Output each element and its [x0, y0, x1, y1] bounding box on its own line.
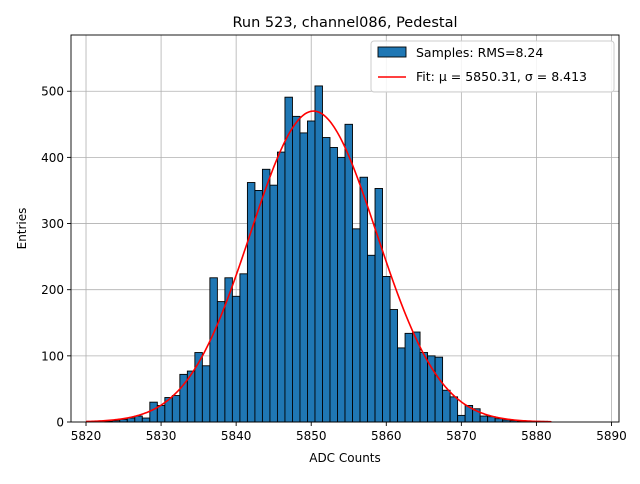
x-tick-label: 5830 [146, 429, 177, 443]
histogram-bar [134, 415, 143, 423]
legend-swatch-samples [377, 46, 407, 58]
histogram-bar [156, 405, 166, 423]
histogram-bar [322, 137, 331, 423]
histogram-bar [449, 396, 459, 423]
y-tick-label: 500 [41, 85, 64, 99]
histogram-bar [284, 96, 293, 423]
y-axis-ticks: 0 100 200 300 400 500 [41, 85, 71, 430]
histogram-bar [276, 151, 286, 423]
histogram-bar [261, 168, 271, 423]
histogram-bar [269, 184, 278, 423]
histogram-bar [389, 309, 398, 423]
histogram-bar [141, 417, 151, 423]
histogram-bar [254, 190, 263, 423]
y-tick-label: 400 [41, 151, 64, 165]
fit-curve-layer [85, 110, 552, 423]
y-tick-label: 200 [41, 283, 64, 297]
histogram-bar [171, 395, 181, 423]
histogram-bar [367, 254, 376, 423]
histogram-bar [239, 273, 248, 423]
histogram-bar [216, 301, 226, 423]
histogram-bar [201, 365, 211, 423]
histogram-bar [397, 347, 406, 423]
histogram-bar [359, 176, 368, 423]
histogram-bar [149, 401, 158, 423]
x-tick-label: 5880 [521, 429, 552, 443]
x-tick-label: 5890 [596, 429, 627, 443]
y-tick-label: 0 [56, 416, 64, 430]
histogram-bar [344, 123, 353, 423]
histogram-bar [126, 417, 136, 423]
histogram-bar [314, 85, 323, 423]
histogram-bar [231, 295, 241, 423]
legend-label-fit: Fit: μ = 5850.31, σ = 8.413 [416, 69, 587, 84]
histogram-bar [337, 156, 346, 423]
histogram-bar [419, 352, 429, 423]
histogram-bar [427, 355, 436, 423]
legend-box [370, 40, 615, 93]
histogram-bar [292, 115, 301, 423]
x-axis-ticks: 5820 5830 5840 5850 5860 5870 5880 5890 [71, 422, 627, 443]
histogram-bar [442, 389, 451, 423]
histogram-bar [246, 182, 256, 423]
y-tick-label: 100 [41, 349, 64, 363]
chart-title: Run 523, channel086, Pedestal [232, 15, 457, 31]
histogram-bar [479, 415, 489, 423]
legend-label-samples: Samples: RMS=8.24 [416, 45, 543, 60]
x-tick-label: 5840 [221, 429, 252, 443]
histogram-bar [352, 228, 361, 423]
histogram-bar [374, 188, 383, 423]
histogram-bar [329, 147, 338, 423]
x-axis-label: ADC Counts [309, 451, 381, 465]
fit-curve [85, 110, 552, 423]
histogram-bar [404, 332, 414, 423]
x-tick-label: 5860 [371, 429, 402, 443]
x-tick-label: 5850 [296, 429, 327, 443]
x-tick-label: 5870 [446, 429, 477, 443]
histogram-bar [299, 132, 308, 423]
histogram-bars [104, 85, 549, 423]
x-tick-label: 5820 [71, 429, 102, 443]
plot-frame [70, 34, 620, 423]
histogram-bar [382, 276, 391, 423]
y-tick-label: 300 [41, 217, 64, 231]
histogram-bar [209, 277, 218, 423]
histogram-bar [434, 356, 444, 423]
histogram-bar [224, 277, 233, 423]
histogram-bar [307, 120, 316, 423]
histogram-bar [457, 414, 466, 423]
histogram-bar [494, 418, 504, 423]
y-axis-label: Entries [15, 208, 29, 250]
legend: Samples: RMS=8.24 Fit: μ = 5850.31, σ = … [370, 40, 615, 93]
